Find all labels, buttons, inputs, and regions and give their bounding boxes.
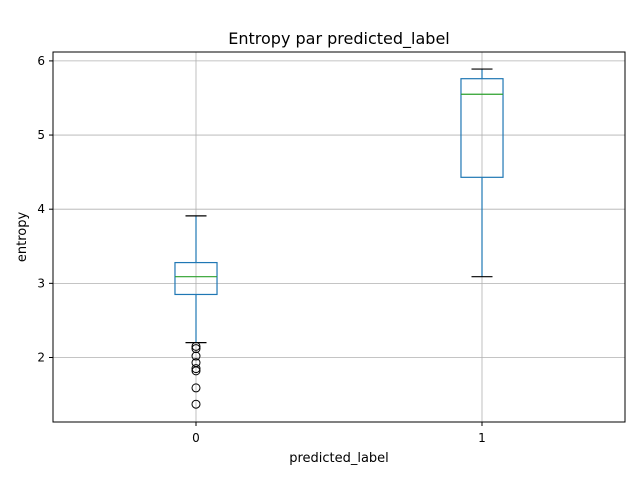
chart-title: Entropy par predicted_label [228, 29, 449, 49]
box-plots [174, 68, 504, 409]
box-group-1 [460, 68, 504, 278]
y-tick-label-3: 3 [37, 276, 45, 290]
plot-frame [52, 51, 626, 423]
y-tick-label-2: 2 [37, 350, 45, 364]
outlier-0-5 [191, 366, 201, 376]
x-tick-label-0: 0 [192, 431, 200, 445]
outlier-0-0 [191, 341, 201, 351]
y-tick-label-5: 5 [37, 128, 45, 142]
box-1 [460, 78, 504, 178]
outlier-0-4 [191, 364, 201, 374]
outlier-0-1 [191, 344, 201, 354]
y-axis-label: entropy [15, 212, 30, 263]
axis-ticks: 2 3 4 5 6 0 1 [37, 54, 485, 445]
x-tick-label-1: 1 [478, 431, 486, 445]
box-0 [174, 261, 218, 296]
x-axis-label: predicted_label [289, 451, 389, 466]
y-tick-label-6: 6 [37, 54, 45, 68]
outlier-0-7 [191, 399, 201, 409]
y-tick-label-4: 4 [37, 202, 45, 216]
outlier-0-6 [191, 383, 201, 393]
box-group-0 [174, 215, 218, 409]
outlier-0-2 [191, 351, 201, 361]
